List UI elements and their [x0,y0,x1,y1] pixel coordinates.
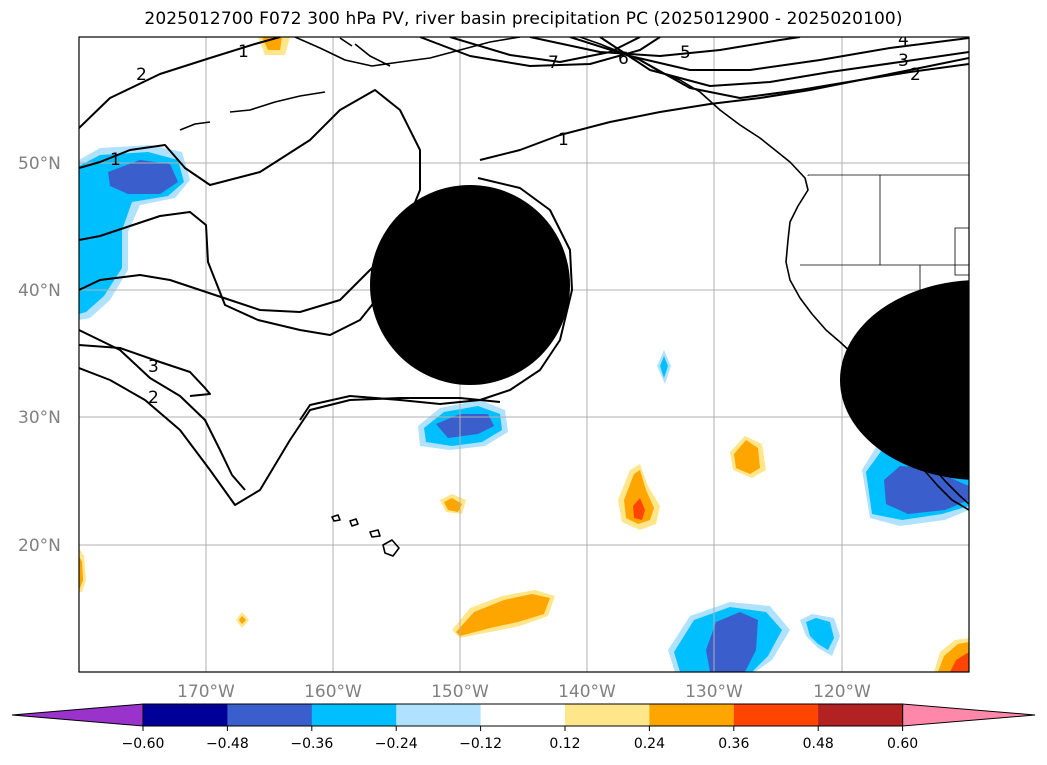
pv-contour-1-low [299,177,573,421]
precip-blob-orange-5 [456,594,550,636]
colorbar-segment [480,704,566,726]
colorbar-segment [227,704,313,726]
lon-label-160w: 160°W [304,682,362,702]
lon-label-140w: 140°W [558,682,616,702]
lat-label-40n: 40°N [18,281,61,301]
colorbar-segment [311,704,397,726]
colorbar-tick-label: 0.36 [718,736,749,752]
pv-label-3: 3 [148,357,159,377]
pv-contour-3-west [79,211,391,336]
lat-label-50n: 50°N [18,154,61,174]
pv-label-5: 5 [465,237,476,257]
pv-contour-labels: 2 1 1 7 6 5 4 3 2 1 2 3 5 4 3 2 1 3 6 5 … [110,30,937,453]
colorbar-segment [649,704,735,726]
pv-label-1: 1 [238,42,249,62]
pv-se-ring-6 [963,383,969,405]
pv-contour-7-jet [449,37,641,63]
precip-blob-orange-3 [734,440,760,474]
lon-label-130w: 130°W [685,682,743,702]
pv-contour-3-jet [599,37,969,87]
colorbar-tick-label: 0.60 [887,736,918,752]
island-oahu [349,518,359,527]
lon-label-170w: 170°W [177,682,235,702]
pv-contour-2-south [79,329,246,491]
border-alaska-canada [807,37,969,176]
precip-blob-orange-4 [444,498,462,512]
pv-contour-2-jet [639,59,969,99]
colorbar-tick-label: 0.48 [803,736,834,752]
lat-label-30n: 30°N [18,408,61,428]
longitude-labels: 170°W 160°W 150°W 140°W 130°W 120°W [177,682,871,702]
colorbar-segment [565,704,650,726]
pv-label-2: 2 [423,207,434,227]
precip-blob-small-2 [806,618,834,650]
pv-label-1: 1 [110,150,121,170]
pv-label-6: 6 [926,383,937,403]
pv-label-4: 4 [898,30,909,50]
precip-blob-se-core [884,466,969,514]
colorbar: −0.60 −0.48 −0.36 −0.24 −0.12 0.12 0.24 0.36 0.4… [11,703,1036,752]
pv-label-1: 1 [558,130,569,150]
latitude-labels: 50°N 40°N 30°N 20°N [18,154,61,556]
pv-label-5: 5 [680,43,691,63]
pv-label-3: 3 [440,215,451,235]
colorbar-segment [143,704,228,726]
lat-label-20n: 20°N [18,536,61,556]
map-frame [78,36,970,673]
pv-label-7: 7 [548,53,559,73]
colorbar-tick-label: 0.12 [549,736,580,752]
colorbar-tick-label: −0.12 [459,736,502,752]
pv-contour-2-outer [79,367,501,506]
precip-blob-orange-7 [239,616,246,624]
island-hawaii [382,539,400,557]
hawaiian-islands [331,514,400,557]
precip-blob-nw-core [108,160,178,194]
pv-contour-1-nw [79,89,421,313]
colorbar-tick-label: −0.48 [206,736,249,752]
precip-blob-south-core [706,612,758,672]
precip-blob-orange-8 [79,556,83,588]
island-kauai [331,514,341,522]
colorbar-tick-label: −0.24 [375,736,418,752]
precip-blob-mid-core [436,414,494,438]
pv-contour-4-jet [569,37,969,71]
pv-contour-2-west [79,37,281,129]
pv-label-2: 2 [136,65,147,85]
pv-label-3: 3 [880,347,891,367]
pv-label-5: 5 [910,395,921,415]
pv-contour-5-jet [529,37,801,57]
colorbar-tick-label: −0.60 [122,736,165,752]
pv-label-3: 3 [898,51,909,71]
precip-blob-orange-6-core [950,652,969,672]
pv-label-2: 2 [148,388,159,408]
pv-se-ring-5 [945,365,969,419]
pv-contour-6-jet [419,37,661,67]
precip-blob-orange-2 [624,470,654,524]
island-maui [369,529,381,538]
colorbar-tick-label: 0.24 [634,736,665,752]
precip-blob-orange-2-core [633,498,645,520]
colorbar-segment [396,704,482,726]
pv-label-2: 2 [924,433,935,453]
pv-label-2: 2 [910,65,921,85]
precipitation-shading [79,37,969,672]
colorbar-frame [142,703,904,727]
colorbar-segment [818,704,904,726]
pv-label-6: 6 [618,49,629,69]
coastline-alaska-islands [179,37,391,131]
pv-contour-3-south [79,344,211,397]
pv-contours [79,37,969,506]
lon-label-120w: 120°W [813,682,871,702]
colorbar-tick-label: −0.36 [290,736,333,752]
colorbar-extend-high [902,703,1036,727]
pv-label-4: 4 [478,315,489,335]
lon-label-150w: 150°W [431,682,489,702]
pv-ring-6 [426,255,490,315]
map-title: 2025012700 F072 300 hPa PV, river basin … [144,9,903,29]
pv-label-1: 1 [884,305,895,325]
precip-blob-small [660,356,668,378]
colorbar-segment [733,704,819,726]
colorbar-extend-low [11,703,144,727]
